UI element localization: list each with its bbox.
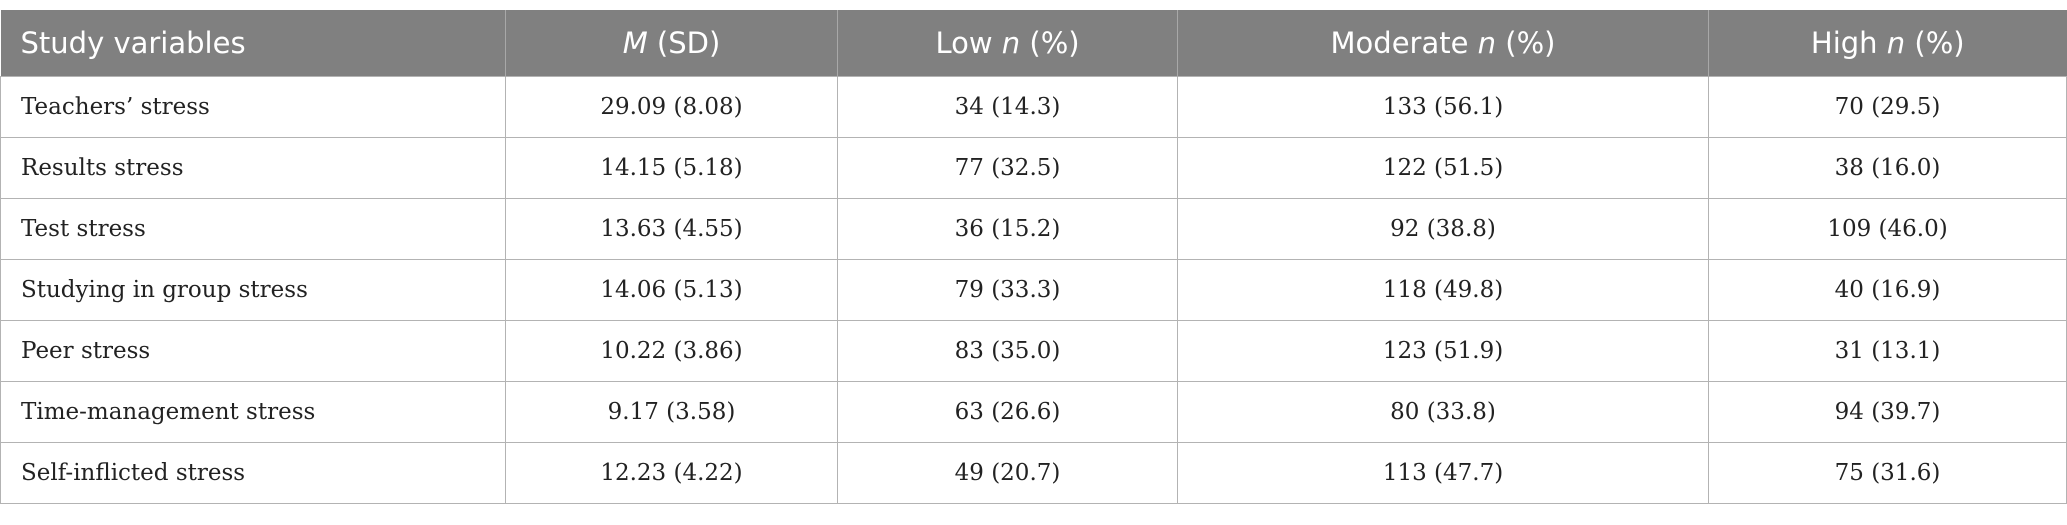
table-cell: Test stress — [0, 198, 506, 260]
table-cell: 79 (33.3) — [837, 259, 1178, 321]
table-cell: 94 (39.7) — [1708, 381, 2067, 443]
table-cell: Time-management stress — [0, 381, 506, 443]
table-cell: 113 (47.7) — [1177, 442, 1709, 504]
table-row: Time-management stress 9.17 (3.58) 63 (26.… — [0, 381, 2067, 443]
table-row: Teachers’ stress 29.09 (8.08) 34 (14.3) 133… — [0, 76, 2067, 138]
table-cell: 9.17 (3.58) — [505, 381, 838, 443]
data-table: Study variables M (SD) Low n (%) Moderate n… — [0, 10, 2067, 504]
header-text: n — [1477, 26, 1497, 60]
table-cell: 63 (26.6) — [837, 381, 1178, 443]
table-cell: 80 (33.8) — [1177, 381, 1709, 443]
header-text: High — [1810, 26, 1887, 60]
table-cell: 70 (29.5) — [1708, 76, 2067, 138]
table-cell: 34 (14.3) — [837, 76, 1178, 138]
table-cell: 12.23 (4.22) — [505, 442, 838, 504]
header-text: (SD) — [647, 26, 721, 60]
header-text: M — [622, 26, 648, 60]
table-cell: 10.22 (3.86) — [505, 320, 838, 382]
header-text: n — [1001, 26, 1021, 60]
header-cell: High n (%) — [1708, 10, 2067, 77]
table-row: Self-inflicted stress 12.23 (4.22) 49 (20.… — [0, 442, 2067, 504]
table-cell: Peer stress — [0, 320, 506, 382]
table-cell: Teachers’ stress — [0, 76, 506, 138]
header-text: (%) — [1905, 26, 1965, 60]
header-cell: Study variables — [0, 10, 506, 77]
table-cell: Studying in group stress — [0, 259, 506, 321]
table-cell: 40 (16.9) — [1708, 259, 2067, 321]
header-row: Study variables M (SD) Low n (%) Moderate n… — [0, 10, 2067, 77]
table-cell: 49 (20.7) — [837, 442, 1178, 504]
table-row: Peer stress 10.22 (3.86) 83 (35.0) 123 (51.… — [0, 320, 2067, 382]
header-text: Low — [935, 26, 1002, 60]
header-cell: Low n (%) — [837, 10, 1178, 77]
table-cell: 92 (38.8) — [1177, 198, 1709, 260]
header-cell: M (SD) — [505, 10, 838, 77]
table-cell: 122 (51.5) — [1177, 137, 1709, 199]
table-cell: Results stress — [0, 137, 506, 199]
header-text: (%) — [1496, 26, 1556, 60]
table-cell: 77 (32.5) — [837, 137, 1178, 199]
table-cell: 13.63 (4.55) — [505, 198, 838, 260]
table-cell: 31 (13.1) — [1708, 320, 2067, 382]
header-cell: Moderate n (%) — [1177, 10, 1709, 77]
table-cell: Self-inflicted stress — [0, 442, 506, 504]
table-cell: 29.09 (8.08) — [505, 76, 838, 138]
table-row: Results stress 14.15 (5.18) 77 (32.5) 122 (… — [0, 137, 2067, 199]
table-wrapper: Study variables M (SD) Low n (%) Moderate n… — [0, 10, 2067, 504]
table-cell: 14.06 (5.13) — [505, 259, 838, 321]
header-text: n — [1886, 26, 1906, 60]
table-row: Studying in group stress 14.06 (5.13) 79 (… — [0, 259, 2067, 321]
table-cell: 118 (49.8) — [1177, 259, 1709, 321]
table-cell: 133 (56.1) — [1177, 76, 1709, 138]
table-cell: 123 (51.9) — [1177, 320, 1709, 382]
header-text: Moderate — [1330, 26, 1478, 60]
table-row: Test stress 13.63 (4.55) 36 (15.2) 92 (38.8… — [0, 198, 2067, 260]
table-cell: 109 (46.0) — [1708, 198, 2067, 260]
table-cell: 36 (15.2) — [837, 198, 1178, 260]
table-cell: 38 (16.0) — [1708, 137, 2067, 199]
table-cell: 14.15 (5.18) — [505, 137, 838, 199]
table-cell: 75 (31.6) — [1708, 442, 2067, 504]
table-cell: 83 (35.0) — [837, 320, 1178, 382]
header-text: Study variables — [20, 26, 246, 60]
header-text: (%) — [1020, 26, 1080, 60]
